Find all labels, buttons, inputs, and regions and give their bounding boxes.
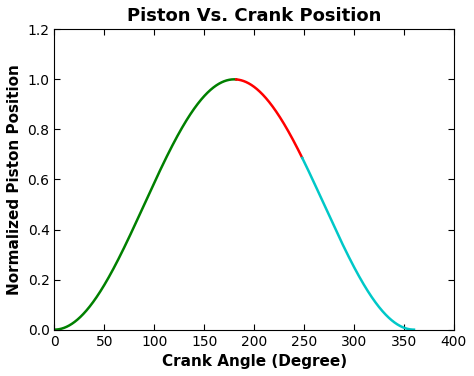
Y-axis label: Normalized Piston Position: Normalized Piston Position	[7, 64, 22, 295]
Title: Piston Vs. Crank Position: Piston Vs. Crank Position	[127, 7, 382, 25]
X-axis label: Crank Angle (Degree): Crank Angle (Degree)	[162, 354, 346, 369]
